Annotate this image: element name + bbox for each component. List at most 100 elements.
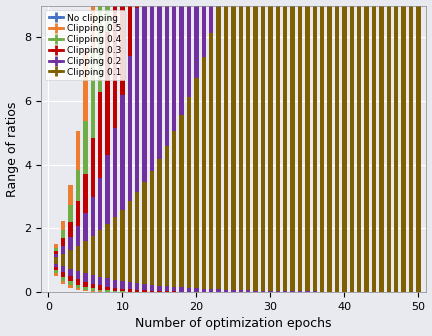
Bar xyxy=(409,0,413,260)
Bar xyxy=(76,271,80,279)
Bar xyxy=(209,260,213,289)
Bar xyxy=(254,0,258,260)
Bar xyxy=(268,260,273,291)
Bar xyxy=(231,260,235,290)
Bar xyxy=(150,285,154,291)
Bar xyxy=(83,282,88,287)
Bar xyxy=(98,178,102,230)
Bar xyxy=(83,121,88,174)
Bar xyxy=(401,0,406,260)
Bar xyxy=(165,0,169,146)
Bar xyxy=(83,290,88,291)
Bar xyxy=(105,279,110,287)
Bar xyxy=(54,260,58,263)
Bar xyxy=(76,170,80,201)
Bar xyxy=(342,0,346,260)
Bar xyxy=(283,260,287,291)
Bar xyxy=(143,290,147,292)
Bar xyxy=(409,260,413,292)
Bar xyxy=(61,272,65,277)
Bar xyxy=(394,0,398,260)
Bar xyxy=(150,171,154,260)
Bar xyxy=(113,0,117,128)
Bar xyxy=(313,291,317,292)
Bar xyxy=(394,260,398,292)
Bar xyxy=(342,260,346,292)
Bar xyxy=(276,260,280,291)
Bar xyxy=(327,0,332,260)
Bar xyxy=(179,260,184,287)
Bar xyxy=(320,0,324,260)
Bar xyxy=(68,281,73,285)
Bar xyxy=(91,236,95,260)
Bar xyxy=(357,260,362,292)
Bar xyxy=(313,0,317,260)
Bar xyxy=(120,260,124,281)
Bar xyxy=(202,260,206,289)
Legend: No clipping, Clipping 0.5, Clipping 0.4, Clipping 0.3, Clipping 0.2, Clipping 0.: No clipping, Clipping 0.5, Clipping 0.4,… xyxy=(45,10,125,80)
Bar xyxy=(120,95,124,210)
Bar xyxy=(68,222,73,237)
Bar xyxy=(68,276,73,281)
Bar xyxy=(91,197,95,236)
Bar xyxy=(276,0,280,260)
Bar xyxy=(290,260,295,291)
Bar xyxy=(216,260,221,289)
Bar xyxy=(335,0,339,260)
Bar xyxy=(113,128,117,217)
Bar xyxy=(283,291,287,292)
Bar xyxy=(76,260,80,271)
Bar xyxy=(91,52,95,138)
Bar xyxy=(61,281,65,284)
Bar xyxy=(61,230,65,238)
Bar xyxy=(238,0,243,260)
Bar xyxy=(61,246,65,254)
Bar xyxy=(76,246,80,260)
Bar xyxy=(268,291,273,292)
Bar xyxy=(120,289,124,291)
Bar xyxy=(157,159,162,260)
Bar xyxy=(61,254,65,260)
Bar xyxy=(209,33,213,260)
Bar xyxy=(120,210,124,260)
Bar xyxy=(357,0,362,260)
Bar xyxy=(224,290,228,292)
Bar xyxy=(401,260,406,292)
Bar xyxy=(127,0,132,55)
Bar xyxy=(135,290,140,292)
Bar xyxy=(202,56,206,260)
Bar xyxy=(298,0,302,260)
Bar xyxy=(76,285,80,288)
Bar xyxy=(76,226,80,246)
Bar xyxy=(416,0,421,260)
Bar xyxy=(127,289,132,292)
Bar xyxy=(54,270,58,273)
Bar xyxy=(68,185,73,205)
Bar xyxy=(231,290,235,292)
Bar xyxy=(135,283,140,290)
Bar xyxy=(91,291,95,292)
Bar xyxy=(61,266,65,272)
Bar xyxy=(187,97,191,260)
Bar xyxy=(105,155,110,224)
Bar xyxy=(313,260,317,291)
Bar xyxy=(216,0,221,7)
Bar xyxy=(372,0,376,260)
Bar xyxy=(76,131,80,170)
Bar xyxy=(365,260,369,292)
Bar xyxy=(238,290,243,292)
Bar xyxy=(76,201,80,226)
Bar xyxy=(127,260,132,282)
Bar xyxy=(254,291,258,292)
Bar xyxy=(54,257,58,260)
Bar xyxy=(254,260,258,291)
Bar xyxy=(113,288,117,291)
Bar xyxy=(165,291,169,292)
Bar xyxy=(83,274,88,282)
Bar xyxy=(83,174,88,213)
X-axis label: Number of optimization epochs: Number of optimization epochs xyxy=(135,318,332,330)
Bar xyxy=(91,284,95,288)
Bar xyxy=(202,0,206,56)
Bar xyxy=(54,248,58,251)
Bar xyxy=(91,260,95,275)
